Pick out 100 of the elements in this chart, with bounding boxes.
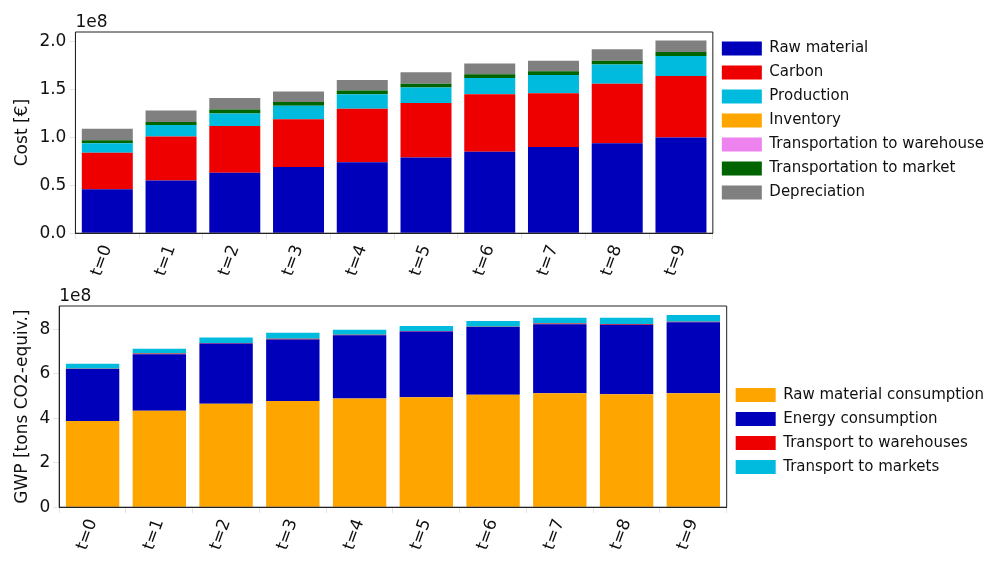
legend-label: Depreciation (769, 182, 866, 201)
y-tick-label: 4 (39, 406, 51, 427)
y-tick-label: 1.5 (39, 77, 67, 98)
bar (527, 60, 579, 72)
bar (81, 189, 133, 233)
bar (273, 101, 325, 106)
x-tick-label: t=9 (671, 515, 702, 553)
x-tick-label: t=4 (340, 241, 371, 279)
bar (400, 72, 452, 84)
bar (464, 151, 516, 233)
bar (336, 79, 388, 91)
legend-label: Transportation to market (768, 158, 956, 177)
x-tick-label: t=7 (538, 515, 568, 553)
bar (655, 76, 707, 138)
x-tick-label: t=9 (659, 241, 689, 279)
x-tick-label: t=1 (149, 241, 179, 279)
bar (655, 52, 707, 56)
x-tick-label: t=3 (271, 515, 301, 553)
bar (266, 332, 320, 339)
x-tick-label: t=6 (468, 241, 498, 279)
bar (266, 339, 320, 402)
x-tick-label: t=5 (404, 515, 435, 553)
bar (400, 83, 452, 88)
bar (209, 98, 261, 110)
bar (273, 91, 325, 102)
bar (533, 317, 587, 324)
bar (209, 113, 261, 126)
bar (81, 152, 133, 190)
bar (591, 60, 643, 65)
bar (591, 143, 643, 233)
bar (273, 119, 325, 168)
y-axis-title: GWP [tons CO2-equiv.] (10, 309, 31, 504)
bar (655, 55, 707, 77)
bar (400, 87, 452, 103)
bar (400, 157, 452, 233)
bar (332, 335, 387, 399)
bar (466, 394, 520, 507)
y-tick-label: 0.0 (39, 221, 67, 242)
bar (533, 324, 587, 394)
y-tick-label: 1.0 (39, 125, 67, 146)
bar (655, 137, 707, 233)
bar (336, 90, 388, 95)
bar (132, 348, 187, 354)
bar (145, 110, 197, 123)
y-tick-label: 2 (39, 451, 51, 472)
bar (199, 337, 253, 344)
x-tick-label: t=8 (595, 241, 626, 279)
bar (65, 421, 120, 507)
bar (527, 146, 579, 233)
bar (332, 398, 387, 507)
bar (655, 40, 707, 53)
bar (145, 136, 197, 181)
x-tick-label: t=0 (85, 241, 116, 279)
legend-label: Transport to markets (782, 456, 940, 475)
legend-label: Raw material (769, 38, 869, 57)
bar (527, 75, 579, 94)
bar (81, 128, 133, 141)
y-tick-label: 8 (39, 317, 51, 338)
bar (666, 315, 721, 322)
bar (527, 71, 579, 76)
bar (65, 363, 120, 369)
bar (81, 143, 133, 153)
bar (132, 410, 187, 507)
bar (81, 140, 133, 144)
bar (273, 167, 325, 233)
y-tick-label: 2.0 (39, 30, 67, 50)
legend-label: Carbon (769, 62, 824, 81)
y-tick-label: 0 (39, 495, 51, 516)
x-tick-label: t=2 (213, 241, 243, 279)
bar (399, 331, 454, 398)
bar (332, 329, 387, 335)
bar (666, 393, 721, 507)
legend-label: Production (769, 86, 850, 105)
bar (399, 397, 454, 507)
bar (145, 180, 197, 233)
legend-label: Energy consumption (783, 408, 938, 427)
x-tick-label: t=1 (137, 515, 168, 553)
x-tick-label: t=8 (604, 515, 635, 553)
y-tick-label: 0.5 (39, 173, 67, 194)
bar (132, 354, 187, 411)
bar (599, 324, 654, 395)
x-tick-label: t=5 (404, 241, 434, 279)
text: 1e8 (59, 284, 92, 305)
bar (209, 125, 261, 173)
bar (466, 327, 520, 395)
bar (336, 94, 388, 109)
x-tick-label: t=6 (471, 515, 501, 553)
bar (464, 94, 516, 152)
bar (336, 108, 388, 163)
x-tick-label: t=0 (70, 515, 101, 553)
x-tick-label: t=3 (276, 241, 307, 279)
bar (464, 77, 516, 95)
bar (145, 124, 197, 137)
bar (209, 172, 261, 233)
legend-label: Transport to warehouses (782, 432, 968, 451)
bar (199, 403, 253, 507)
y-axis-title: Cost [€] (10, 98, 31, 167)
bar (145, 122, 197, 125)
bar (273, 105, 325, 120)
bar (527, 93, 579, 147)
